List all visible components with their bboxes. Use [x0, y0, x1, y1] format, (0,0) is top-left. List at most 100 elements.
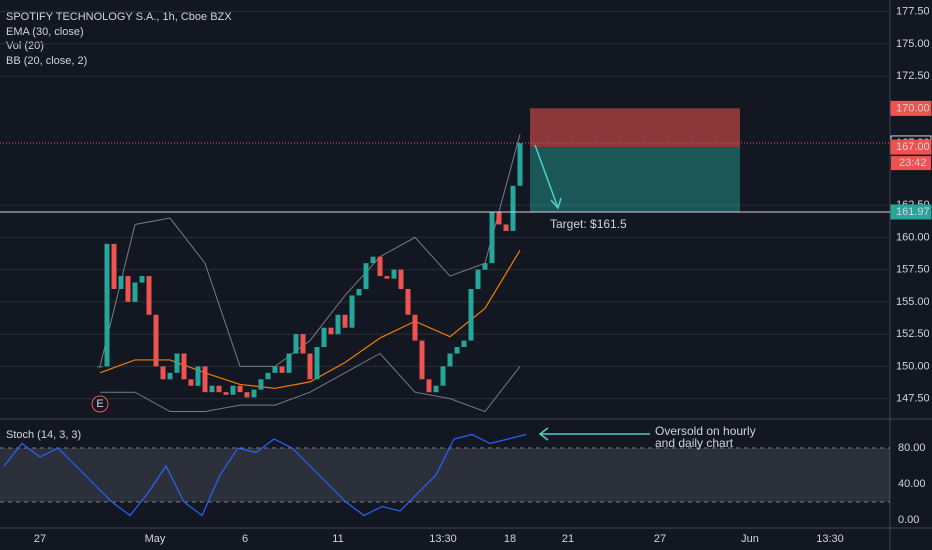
- ema-line: [99, 249, 521, 389]
- candle: [293, 334, 299, 354]
- indicator-label: Vol (20): [6, 40, 44, 52]
- candle: [202, 366, 208, 393]
- stoch-title: Stoch (14, 3, 3): [6, 429, 81, 441]
- candle: [300, 334, 306, 354]
- y-tick-label: 40.00: [898, 478, 926, 490]
- bollinger-band: [100, 352, 521, 413]
- candle: [209, 385, 215, 393]
- y-tick-label: 152.50: [896, 328, 930, 340]
- y-tick-label: 175.00: [896, 38, 930, 50]
- candle: [405, 288, 411, 315]
- y-tick-label: 80.00: [898, 442, 926, 454]
- y-tick-label: 150.00: [896, 360, 930, 372]
- price-label-box: [890, 139, 932, 155]
- candle: [314, 347, 320, 380]
- candle: [503, 224, 509, 231]
- candle: [118, 276, 124, 289]
- price-label: 170.00: [896, 102, 930, 114]
- y-tick-label: 0.00: [898, 514, 919, 526]
- price-label: 161.97: [896, 206, 930, 218]
- x-tick-label: 6: [242, 533, 248, 545]
- x-tick-label: 27: [654, 533, 666, 545]
- stoch-annotation: Oversold on hourly: [655, 424, 756, 438]
- candle: [132, 282, 138, 302]
- candle: [510, 185, 516, 231]
- candle: [153, 314, 159, 367]
- candle: [223, 392, 229, 395]
- target-zone: [530, 147, 740, 212]
- x-tick-label: 18: [504, 533, 516, 545]
- candle: [146, 276, 152, 315]
- candle: [454, 347, 460, 354]
- candle: [139, 276, 145, 283]
- candle: [398, 269, 404, 289]
- candle: [384, 276, 390, 279]
- symbol-title: SPOTIFY TECHNOLOGY S.A., 1h, Cboe BZX: [6, 11, 232, 23]
- candle: [307, 353, 313, 380]
- candle: [461, 340, 467, 348]
- candle: [426, 379, 432, 393]
- target-arrow: [534, 144, 562, 210]
- candle: [433, 385, 439, 393]
- candle: [244, 392, 250, 398]
- y-tick-label: 157.50: [896, 264, 930, 276]
- candle: [195, 366, 201, 386]
- candle: [97, 366, 103, 368]
- x-tick-label: Jun: [741, 533, 759, 545]
- candle: [321, 327, 327, 348]
- stoch-annotation: and daily chart: [655, 436, 734, 450]
- x-tick-label: 27: [34, 533, 46, 545]
- candle: [370, 256, 376, 264]
- candle: [482, 263, 488, 270]
- candle: [440, 366, 446, 386]
- x-tick-label: 13:30: [429, 533, 457, 545]
- countdown-box: [891, 156, 931, 171]
- y-tick-label: 172.50: [896, 70, 930, 82]
- candle: [412, 314, 418, 341]
- candle: [517, 143, 523, 186]
- candle: [447, 353, 453, 367]
- candle: [174, 353, 180, 373]
- candle: [216, 385, 222, 393]
- candle: [258, 379, 264, 390]
- stoch-arrow: [538, 427, 650, 441]
- y-tick-label: 147.50: [896, 393, 930, 405]
- indicator-label: BB (20, close, 2): [6, 55, 87, 67]
- candle: [251, 389, 257, 398]
- candle: [160, 366, 166, 380]
- y-tick-label: 155.00: [896, 296, 930, 308]
- candle: [356, 288, 362, 296]
- x-tick-label: 21: [562, 533, 574, 545]
- candle: [167, 372, 173, 380]
- stop-zone: [530, 108, 740, 148]
- y-tick-label: 160.00: [896, 231, 930, 243]
- candle: [391, 269, 397, 279]
- candle: [111, 243, 117, 289]
- price-label-box: [890, 100, 932, 116]
- x-tick-label: 11: [332, 533, 343, 545]
- earnings-label: E: [96, 398, 103, 410]
- candle: [125, 276, 131, 302]
- candle: [237, 385, 243, 393]
- candle: [475, 269, 481, 289]
- candle: [286, 353, 292, 373]
- y-tick-label: 177.50: [896, 6, 930, 18]
- candle: [328, 327, 334, 335]
- candle: [104, 243, 110, 367]
- candle: [468, 288, 474, 341]
- candle: [377, 256, 383, 277]
- stoch-line: [3, 433, 527, 517]
- candle: [279, 366, 285, 373]
- candle: [419, 340, 425, 380]
- target-annotation: Target: $161.5: [550, 217, 627, 231]
- candle: [489, 211, 495, 264]
- candle: [342, 314, 348, 328]
- candle: [181, 353, 187, 380]
- candle: [188, 379, 194, 386]
- candle: [272, 366, 278, 373]
- candle: [496, 211, 502, 225]
- candle: [335, 314, 341, 335]
- candle: [349, 295, 355, 328]
- candle: [265, 372, 271, 380]
